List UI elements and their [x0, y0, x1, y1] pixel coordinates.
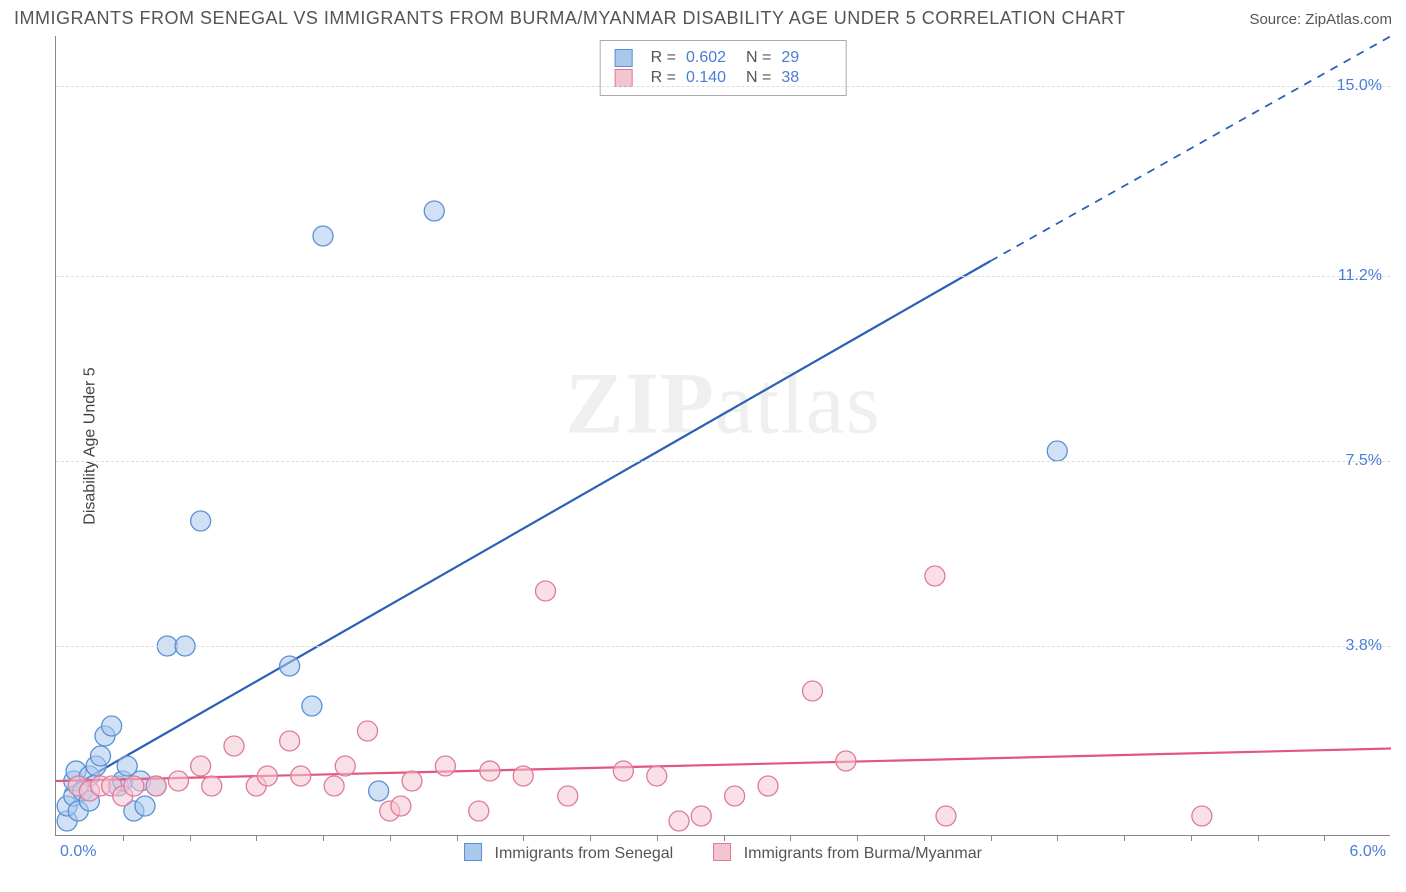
data-point-burma: [558, 786, 578, 806]
data-point-burma: [146, 776, 166, 796]
data-point-burma: [168, 771, 188, 791]
data-point-burma: [803, 681, 823, 701]
data-point-burma: [936, 806, 956, 826]
data-point-burma: [925, 566, 945, 586]
data-point-senegal: [91, 746, 111, 766]
gridline: [56, 86, 1390, 87]
chart-svg: [56, 36, 1391, 836]
x-tick: [790, 835, 791, 841]
x-min-label: 0.0%: [60, 843, 96, 861]
data-point-burma: [836, 751, 856, 771]
gridline: [56, 276, 1390, 277]
legend-item-burma: Immigrants from Burma/Myanmar: [713, 843, 982, 863]
x-tick: [523, 835, 524, 841]
chart-title: IMMIGRANTS FROM SENEGAL VS IMMIGRANTS FR…: [14, 8, 1126, 29]
data-point-senegal: [369, 781, 389, 801]
x-tick: [1324, 835, 1325, 841]
data-point-burma: [613, 761, 633, 781]
x-tick: [256, 835, 257, 841]
data-point-burma: [469, 801, 489, 821]
swatch-burma: [615, 69, 633, 87]
x-tick: [1124, 835, 1125, 841]
data-point-senegal: [280, 656, 300, 676]
data-point-burma: [435, 756, 455, 776]
data-point-burma: [480, 761, 500, 781]
x-tick: [857, 835, 858, 841]
gridline: [56, 461, 1390, 462]
y-tick-label: 11.2%: [1338, 267, 1382, 285]
data-point-burma: [324, 776, 344, 796]
data-point-burma: [191, 756, 211, 776]
data-point-burma: [124, 776, 144, 796]
swatch-senegal: [615, 49, 633, 67]
legend-row-burma: R = 0.140 N = 38: [615, 69, 832, 87]
data-point-senegal: [135, 796, 155, 816]
swatch-senegal: [464, 843, 482, 861]
x-max-label: 6.0%: [1350, 843, 1386, 861]
plot-area: ZIPatlas R = 0.602 N = 29 R = 0.140 N = …: [55, 36, 1390, 836]
x-tick: [1191, 835, 1192, 841]
x-tick: [991, 835, 992, 841]
correlation-legend: R = 0.602 N = 29 R = 0.140 N = 38: [600, 40, 847, 96]
data-point-burma: [291, 766, 311, 786]
data-point-burma: [691, 806, 711, 826]
data-point-burma: [402, 771, 422, 791]
data-point-senegal: [302, 696, 322, 716]
data-point-senegal: [191, 511, 211, 531]
y-tick-label: 15.0%: [1337, 77, 1382, 95]
data-point-burma: [358, 721, 378, 741]
x-tick: [190, 835, 191, 841]
x-tick: [323, 835, 324, 841]
data-point-senegal: [313, 226, 333, 246]
x-tick: [390, 835, 391, 841]
swatch-burma: [713, 843, 731, 861]
x-tick: [657, 835, 658, 841]
legend-row-senegal: R = 0.602 N = 29: [615, 49, 832, 67]
data-point-burma: [536, 581, 556, 601]
data-point-burma: [1192, 806, 1212, 826]
legend-item-senegal: Immigrants from Senegal: [464, 843, 673, 863]
x-tick: [1258, 835, 1259, 841]
data-point-burma: [725, 786, 745, 806]
data-point-burma: [224, 736, 244, 756]
x-tick: [590, 835, 591, 841]
data-point-burma: [335, 756, 355, 776]
data-point-burma: [391, 796, 411, 816]
data-point-burma: [513, 766, 533, 786]
data-point-burma: [280, 731, 300, 751]
gridline: [56, 646, 1390, 647]
y-tick-label: 3.8%: [1346, 637, 1382, 655]
data-point-senegal: [102, 716, 122, 736]
trend-line-dashed-senegal: [991, 36, 1392, 261]
data-point-burma: [202, 776, 222, 796]
x-tick: [123, 835, 124, 841]
y-tick-label: 7.5%: [1346, 452, 1382, 470]
x-tick: [924, 835, 925, 841]
data-point-senegal: [424, 201, 444, 221]
source-label: Source: ZipAtlas.com: [1249, 11, 1392, 28]
x-tick: [1057, 835, 1058, 841]
data-point-burma: [257, 766, 277, 786]
series-legend: Immigrants from Senegal Immigrants from …: [464, 843, 982, 863]
data-point-burma: [669, 811, 689, 831]
data-point-burma: [758, 776, 778, 796]
x-tick: [724, 835, 725, 841]
x-tick: [457, 835, 458, 841]
data-point-senegal: [1047, 441, 1067, 461]
data-point-burma: [647, 766, 667, 786]
